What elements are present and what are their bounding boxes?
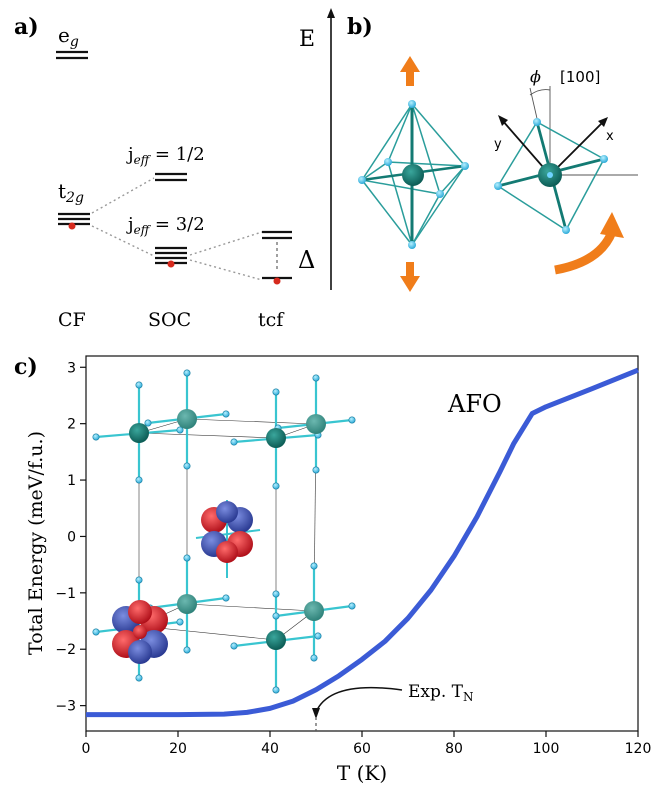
- rotation-arrow-icon: [554, 230, 617, 275]
- x-axis-vector: [549, 121, 604, 176]
- crystal-structure-inset: [92, 369, 356, 694]
- phi-label: ϕ: [530, 67, 541, 86]
- ligand: [384, 158, 392, 166]
- central-atom-marker: [547, 172, 553, 178]
- elongation-arrow-down-icon: [400, 262, 420, 292]
- plot-frame: [85, 355, 639, 732]
- connector: [91, 177, 155, 214]
- y-axis-arrowhead: [498, 115, 508, 126]
- ligand: [600, 155, 608, 163]
- ir-atom: [266, 630, 286, 650]
- x-tick-label: 80: [445, 741, 463, 757]
- rotation-arrowhead-icon: [600, 212, 624, 238]
- ir-atom: [306, 414, 326, 434]
- direction-label: [100]: [560, 68, 600, 86]
- series-line-total-energy: [86, 367, 639, 718]
- y-tick-label: 2: [67, 417, 76, 433]
- y-axis-label: y: [494, 137, 502, 152]
- panel-a: a) eg t2g jeff = 1/2 jeff = 3/2 Δ: [14, 8, 335, 331]
- y-tick-label: −1: [55, 586, 76, 602]
- ligand: [408, 100, 416, 108]
- y-ticks: −3 −2 −1 0 1 2 3: [55, 360, 86, 715]
- x-axis-label: T (K): [337, 761, 387, 785]
- annotation-tn-arrowhead: [312, 708, 320, 719]
- ligand: [436, 190, 444, 198]
- t2g-label: t2g: [58, 179, 84, 206]
- electron-dot: [167, 260, 175, 268]
- jeff-three-label: jeff = 3/2: [126, 214, 205, 237]
- y-tick-label: 1: [67, 473, 76, 489]
- annotation-tn: Exp. TN: [408, 682, 474, 704]
- ir-atom: [266, 428, 286, 448]
- delta-label: Δ: [298, 246, 315, 274]
- orbital-lobes: [195, 500, 261, 578]
- y-tick-label: 3: [67, 360, 76, 376]
- y-tick-label: 0: [67, 529, 76, 545]
- ligand: [461, 162, 469, 170]
- ir-atom: [177, 594, 197, 614]
- energy-axis-arrowhead: [327, 8, 335, 18]
- panel-b-label: b): [347, 14, 373, 40]
- x-ticks: 0 20 40 60 80 100 120: [82, 731, 652, 757]
- annotation-afo: AFO: [447, 390, 502, 418]
- connector: [91, 225, 155, 257]
- x-tick-label: 120: [625, 741, 652, 757]
- x-tick-label: 60: [353, 741, 371, 757]
- ligand: [358, 176, 366, 184]
- x-tick-label: 0: [82, 741, 91, 757]
- col-label-soc: SOC: [148, 309, 191, 331]
- y-tick-label: −2: [55, 642, 76, 658]
- x-axis-label: x: [606, 129, 614, 144]
- ligand: [408, 241, 416, 249]
- connector: [189, 231, 263, 256]
- x-tick-label: 100: [533, 741, 560, 757]
- phi-arc: [529, 89, 551, 96]
- central-atom: [402, 164, 424, 186]
- panel-c-label: c): [14, 354, 38, 380]
- orbital-lobes: [112, 600, 168, 664]
- annotation-tn-arrow: [315, 686, 403, 713]
- connector: [189, 259, 263, 281]
- panel-b: b) ϕ [100]: [347, 14, 638, 292]
- y-axis-label: Total Energy (meV/f.u.): [25, 431, 47, 655]
- x-tick-label: 20: [169, 741, 187, 757]
- jeff-half-label: jeff = 1/2: [126, 144, 205, 167]
- x-tick-label: 40: [261, 741, 279, 757]
- electron-dot: [273, 277, 281, 285]
- eg-label: eg: [58, 23, 79, 50]
- electron-dot: [68, 222, 76, 230]
- ir-atom: [304, 601, 324, 621]
- panel-a-label: a): [14, 14, 39, 40]
- ir-atom: [177, 409, 197, 429]
- x-axis-arrowhead: [598, 117, 608, 127]
- ligand: [533, 118, 541, 126]
- col-label-tcf: tcf: [258, 309, 285, 331]
- y-axis-vector: [501, 119, 551, 176]
- elongation-arrow-up-icon: [400, 56, 420, 86]
- ligand: [562, 226, 570, 234]
- panel-c: c) 0 20 40 60 80 100 120 −3 −2 −1 0 1 2 3 T (K) Tota…: [14, 354, 651, 785]
- col-label-cf: CF: [58, 309, 86, 331]
- ligand: [494, 182, 502, 190]
- ir-atom: [129, 423, 149, 443]
- y-tick-label: −3: [55, 699, 76, 715]
- energy-axis-label: E: [299, 27, 315, 52]
